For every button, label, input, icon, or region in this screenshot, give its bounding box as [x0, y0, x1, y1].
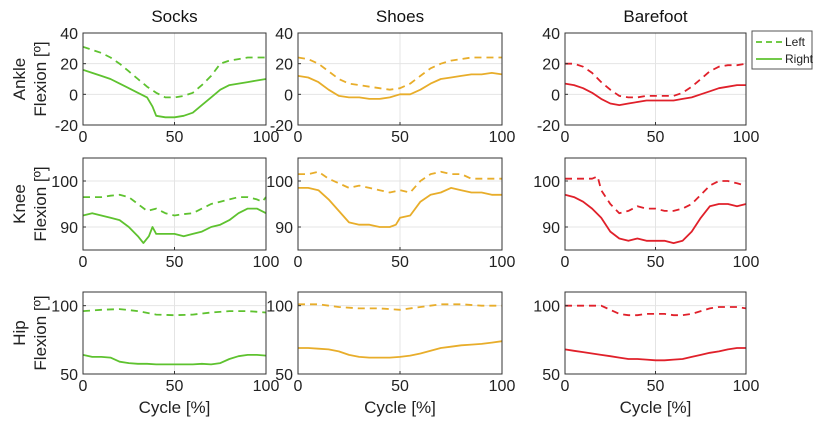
panel-3: 0 50 100 90 100 — [51, 157, 280, 271]
series-line-right — [82, 207, 267, 244]
y-tick-label: 100 — [266, 299, 293, 316]
x-tick-label: 100 — [733, 129, 760, 146]
x-tick-label: 50 — [166, 129, 184, 146]
x-tick-label: 50 — [166, 378, 184, 395]
series-line-left — [83, 193, 267, 217]
legend-label-left: Left — [785, 35, 806, 49]
x-tick-label: 100 — [489, 378, 516, 395]
panel-5: 0 50 100 90 100 — [533, 157, 760, 271]
x-tick-label: 0 — [294, 129, 303, 146]
panel-title: Socks — [151, 7, 197, 26]
y-tick-label: 100 — [266, 174, 293, 191]
series-line-right — [297, 72, 503, 100]
series-line-left — [82, 45, 266, 99]
x-tick-label: 50 — [647, 254, 665, 271]
x-tick-label: 50 — [647, 378, 665, 395]
y-tick-label: 100 — [51, 174, 78, 191]
y-tick-label: 100 — [51, 299, 78, 316]
y-tick-label: 50 — [275, 367, 293, 384]
series-line-left — [298, 303, 502, 311]
y-tick-label: 100 — [533, 299, 560, 316]
series-line-right — [82, 354, 267, 366]
x-tick-label: 50 — [647, 129, 665, 146]
x-tick-label: 0 — [294, 254, 303, 271]
y-tick-label: 90 — [275, 220, 293, 237]
x-tick-label: 100 — [489, 254, 516, 271]
legend-box — [751, 30, 813, 70]
y-tick-label: -20 — [55, 118, 78, 135]
x-tick-label: 50 — [391, 129, 409, 146]
x-axis-label: Cycle [%] — [139, 398, 211, 417]
panel-title: Shoes — [376, 7, 424, 26]
row-label-joint: Knee — [10, 184, 29, 224]
panel-4: 0 50 100 90 100 — [266, 157, 516, 271]
x-tick-label: 50 — [166, 254, 184, 271]
y-tick-label: 40 — [60, 26, 78, 43]
panel-title: Barefoot — [623, 7, 688, 26]
y-tick-label: -20 — [537, 118, 560, 135]
x-tick-label: 50 — [391, 254, 409, 271]
series-line-left — [297, 56, 502, 91]
series-line-right — [564, 347, 746, 362]
y-tick-label: 90 — [60, 220, 78, 237]
x-tick-label: 0 — [561, 129, 570, 146]
legend: Left Right — [751, 30, 814, 70]
row-label-joint: Ankle — [10, 58, 29, 101]
series-line-left — [565, 62, 747, 99]
y-tick-label: 40 — [275, 26, 293, 43]
y-tick-label: 20 — [275, 57, 293, 74]
y-tick-label: 20 — [60, 57, 78, 74]
series-line-left — [565, 304, 747, 317]
x-tick-label: 0 — [79, 254, 88, 271]
series-line-right — [564, 82, 746, 106]
y-tick-label: 0 — [284, 87, 293, 104]
legend-label-right: Right — [785, 52, 814, 66]
x-tick-label: 100 — [489, 129, 516, 146]
series-line-left — [298, 170, 502, 194]
y-tick-label: 90 — [542, 220, 560, 237]
x-tick-label: 100 — [253, 378, 280, 395]
y-tick-label: 0 — [69, 87, 78, 104]
series-line-right — [82, 68, 267, 119]
series-line-left — [565, 175, 747, 215]
row-label-axis: Flexion [º] — [31, 295, 50, 370]
series-line-right — [298, 187, 502, 228]
x-axis-label: Cycle [%] — [620, 398, 692, 417]
x-axis-label: Cycle [%] — [364, 398, 436, 417]
x-tick-label: 50 — [391, 378, 409, 395]
row-label-axis: Flexion [º] — [31, 166, 50, 241]
series-line-right — [298, 340, 503, 359]
x-tick-label: 0 — [294, 378, 303, 395]
y-tick-label: 50 — [60, 367, 78, 384]
x-tick-label: 0 — [561, 378, 570, 395]
y-tick-label: 100 — [533, 174, 560, 191]
x-tick-label: 0 — [79, 378, 88, 395]
x-tick-label: 100 — [733, 378, 760, 395]
x-tick-label: 100 — [253, 129, 280, 146]
row-label-axis: Flexion [º] — [31, 41, 50, 116]
y-tick-label: 40 — [542, 26, 560, 43]
y-tick-label: -20 — [270, 118, 293, 135]
series-line-left — [82, 308, 267, 317]
y-tick-label: 20 — [542, 57, 560, 74]
series-line-right — [564, 193, 747, 244]
x-tick-label: 0 — [561, 254, 570, 271]
x-tick-label: 0 — [79, 129, 88, 146]
y-tick-label: 50 — [542, 367, 560, 384]
row-label-joint: Hip — [10, 320, 29, 346]
y-tick-label: 0 — [551, 87, 560, 104]
x-tick-label: 100 — [253, 254, 280, 271]
x-tick-label: 100 — [733, 254, 760, 271]
